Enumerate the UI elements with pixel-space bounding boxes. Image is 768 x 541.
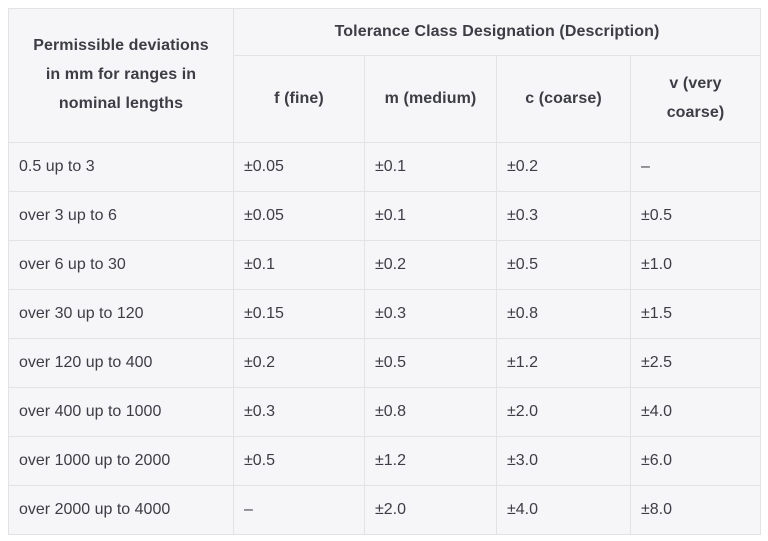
value-cell: ±1.0 [629, 240, 762, 290]
column-header-very-coarse: v (very coarse) [629, 55, 762, 143]
range-cell: 0.5 up to 3 [8, 142, 234, 192]
value-cell: ±3.0 [496, 436, 631, 486]
value-cell: ±1.2 [496, 338, 631, 388]
table-row: over 2000 up to 4000– ±2.0 ±4.0 ±8.0 [8, 485, 762, 535]
table-row: over 400 up to 1000 ±0.3 ±0.8 ±2.0 ±4.0 [8, 387, 762, 437]
value-cell: ±8.0 [629, 485, 762, 535]
value-cell: ±0.3 [233, 387, 365, 437]
value-cell: ±0.05 [233, 191, 365, 241]
value-cell: ±0.5 [496, 240, 631, 290]
corner-header-text: Permissible deviations in mm for ranges … [33, 37, 209, 112]
value-cell: ±1.2 [364, 436, 497, 486]
value-cell: ±0.15 [233, 289, 365, 339]
column-header-very-coarse-text: v (very coarse) [666, 75, 725, 121]
value-cell: – [629, 142, 762, 192]
value-cell: ±1.5 [629, 289, 762, 339]
value-cell: ±6.0 [629, 436, 762, 486]
value-cell: ±2.0 [364, 485, 497, 535]
value-cell: ±2.0 [496, 387, 631, 437]
table-row: over 1000 up to 2000 ±0.5 ±1.2 ±3.0 ±6.0 [8, 436, 762, 486]
value-cell: ±0.2 [496, 142, 631, 192]
value-cell: ±4.0 [496, 485, 631, 535]
value-cell: ±0.1 [364, 142, 497, 192]
value-cell: ±0.8 [364, 387, 497, 437]
value-cell: ±4.0 [629, 387, 762, 437]
range-cell: over 400 up to 1000 [8, 387, 234, 437]
value-cell: – [233, 485, 365, 535]
table-row: over 6 up to 30 ±0.1 ±0.2 ±0.5 ±1.0 [8, 240, 762, 290]
table-row: over 3 up to 6 ±0.05 ±0.1 ±0.3 ±0.5 [8, 191, 762, 241]
range-cell: over 3 up to 6 [8, 191, 234, 241]
value-cell: ±0.5 [233, 436, 365, 486]
corner-header: Permissible deviations in mm for ranges … [8, 8, 234, 143]
column-header-coarse: c (coarse) [496, 55, 631, 143]
column-header-fine: f (fine) [233, 55, 365, 143]
range-cell: over 6 up to 30 [8, 240, 234, 290]
tolerance-table: Permissible deviations in mm for ranges … [8, 8, 762, 535]
range-cell: over 2000 up to 4000 [8, 485, 234, 535]
column-header-medium: m (medium) [364, 55, 497, 143]
range-cell: over 1000 up to 2000 [8, 436, 234, 486]
table-row: 0.5 up to 3 ±0.05 ±0.1 ±0.2– [8, 142, 762, 192]
value-cell: ±2.5 [629, 338, 762, 388]
table-header: Permissible deviations in mm for ranges … [8, 8, 762, 143]
value-cell: ±0.5 [629, 191, 762, 241]
value-cell: ±0.2 [364, 240, 497, 290]
value-cell: ±0.1 [233, 240, 365, 290]
group-header: Tolerance Class Designation (Description… [232, 8, 762, 56]
value-cell: ±0.3 [364, 289, 497, 339]
range-cell: over 120 up to 400 [8, 338, 234, 388]
header-row-group: Permissible deviations in mm for ranges … [8, 8, 762, 143]
table-row: over 120 up to 400 ±0.2 ±0.5 ±1.2 ±2.5 [8, 338, 762, 388]
value-cell: ±0.2 [233, 338, 365, 388]
header-row-classes: f (fine) m (medium) c (coarse) v (very c… [9, 55, 762, 143]
range-cell: over 30 up to 120 [8, 289, 234, 339]
table-body: 0.5 up to 3 ±0.05 ±0.1 ±0.2– over 3 up to 6 ±… [8, 142, 762, 535]
value-cell: ±0.5 [364, 338, 497, 388]
value-cell: ±0.1 [364, 191, 497, 241]
table-row: over 30 up to 120 ±0.15 ±0.3 ±0.8 ±1.5 [8, 289, 762, 339]
value-cell: ±0.05 [233, 142, 365, 192]
value-cell: ±0.3 [496, 191, 631, 241]
value-cell: ±0.8 [496, 289, 631, 339]
